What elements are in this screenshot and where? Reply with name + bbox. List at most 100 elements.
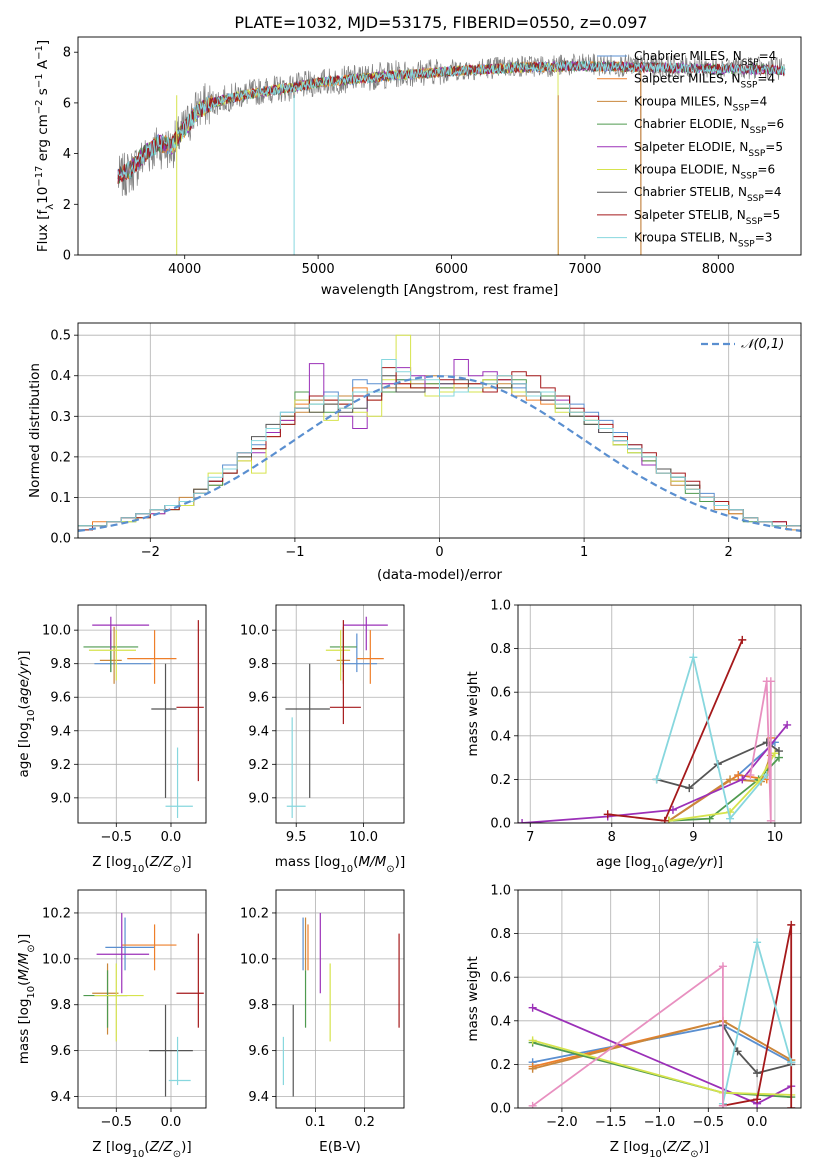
label-part: Z [log — [610, 1139, 649, 1155]
x-tick-label: 5000 — [302, 262, 335, 277]
y-tick-label: 9.0 — [248, 791, 269, 806]
plus-marker — [734, 771, 743, 780]
plot-area — [83, 616, 204, 818]
x-tick-label: 9.5 — [286, 830, 307, 845]
axes-frame — [77, 889, 207, 1109]
label-part: ( — [144, 854, 149, 870]
plot-area — [528, 920, 796, 1108]
plus-marker — [753, 938, 762, 947]
y-axis-label: mass [log10(M/M⊙)] — [16, 934, 37, 1064]
figure-title: PLATE=1032, MJD=53175, FIBERID=0550, z=0… — [234, 13, 647, 32]
y-tick-label: 10.0 — [240, 952, 269, 967]
x-axis-label: Z [log10(Z/Z⊙)] — [92, 854, 191, 875]
x-tick-label: −0.5 — [101, 830, 133, 845]
legend-label-text: Kroupa MILES, N — [634, 94, 733, 108]
x-axis-label: E(B-V) — [319, 1139, 361, 1155]
plot-area — [518, 635, 792, 823]
label-part: 10 — [26, 710, 37, 723]
label-part: ⊙ — [173, 1149, 181, 1160]
plus-marker — [528, 1003, 537, 1012]
y-tick-label: 9.0 — [50, 791, 71, 806]
y-tick-label: 10.0 — [240, 624, 269, 639]
plus-marker — [787, 1058, 796, 1067]
age-vs-metallicity-panel: −0.5 0.09.09.29.49.69.810.0Z [log10(Z/Z⊙)… — [16, 604, 207, 875]
plus-marker — [726, 814, 735, 823]
label-part: Z/Z — [149, 854, 174, 870]
x-axis-label: age [log10(age/yr)] — [596, 854, 723, 875]
y-tick-label: 9.8 — [50, 998, 71, 1013]
y-tick-label: 0.8 — [490, 642, 511, 657]
x-tick-label: 9 — [689, 830, 697, 845]
y-tick-label: 6 — [63, 96, 71, 111]
x-tick-label: 1 — [580, 545, 588, 560]
legend-label: Kroupa ELODIE, NSSP=6 — [634, 163, 775, 182]
label-part: Flux [f — [35, 209, 51, 253]
legend-label-text: Chabrier ELODIE, N — [634, 117, 750, 131]
legend-label-tail: =4 — [757, 72, 775, 86]
label-part: 10 — [132, 1149, 145, 1160]
plus-marker — [528, 1036, 537, 1045]
x-tick-label: 0.0 — [747, 1115, 768, 1130]
x-tick-label: −1.0 — [644, 1115, 676, 1130]
x-tick-label: −1.5 — [595, 1115, 627, 1130]
label-part: ⊙ — [690, 1149, 698, 1160]
legend-label-text: Chabrier MILES, N — [634, 49, 742, 63]
label-part: age/yr — [16, 660, 32, 705]
legend-label-text: Chabrier STELIB, N — [634, 185, 747, 199]
mass-weight-series — [722, 1024, 792, 1075]
plus-marker — [783, 720, 792, 729]
legend-label: Chabrier ELODIE, NSSP=6 — [634, 117, 784, 136]
x-axis-label: mass [log10(M/M⊙)] — [275, 854, 405, 875]
plus-marker — [753, 1095, 762, 1104]
axes-frame — [275, 889, 405, 1109]
x-tick-label: 0 — [435, 545, 443, 560]
mass-weight-series — [655, 653, 768, 821]
label-part: ⊙ — [173, 864, 181, 875]
axes-frame — [77, 322, 802, 539]
legend-label-tail: =4 — [764, 185, 782, 199]
label-part: ( — [144, 1139, 149, 1155]
label-part: Z [log — [92, 854, 131, 870]
residual-histogram-panel: −2 −1 0 1 2 0.0 0.1 0.2 0.3 0.4 0.5 (data-model)/er… — [27, 322, 802, 583]
label-part: ( — [662, 1139, 667, 1155]
label-part: 10 — [35, 187, 51, 204]
label-part: E(B-V) — [319, 1139, 361, 1155]
label-part: erg cm — [35, 114, 51, 165]
y-tick-label: 9.8 — [248, 998, 269, 1013]
y-axis-label: mass weight — [465, 956, 481, 1041]
legend-label-tail: =4 — [759, 49, 777, 63]
y-tick-label: 9.8 — [50, 657, 71, 672]
legend-label-sub: SSP — [750, 126, 767, 136]
plus-marker — [766, 677, 775, 686]
plus-marker — [652, 775, 661, 784]
y-tick-label: 0 — [63, 249, 71, 264]
label-part: ( — [664, 854, 669, 870]
y-tick-label: 9.8 — [248, 657, 269, 672]
axes-frame — [517, 604, 802, 824]
plot-area — [282, 912, 400, 1097]
mass-vs-metallicity-panel: −0.5 0.09.49.69.810.010.2Z [log10(Z/Z⊙)]m… — [16, 889, 207, 1160]
y-tick-label: 0.2 — [490, 1058, 511, 1073]
plus-marker — [762, 738, 771, 747]
normal-reference-curve — [78, 375, 801, 532]
mass-weight-series — [668, 752, 776, 822]
legend-label-sub: SSP — [741, 172, 758, 182]
y-tick-label: 9.2 — [50, 758, 71, 773]
label-part: )] — [181, 854, 192, 870]
plus-marker — [660, 816, 669, 823]
label-part: mass [log — [275, 854, 341, 870]
y-tick-label: 0.8 — [490, 927, 511, 942]
label-part: s — [35, 88, 51, 99]
axes-frame — [275, 604, 405, 824]
plus-marker — [770, 749, 779, 758]
y-tick-label: 1.0 — [490, 884, 511, 899]
x-tick-label: 0.0 — [161, 1115, 182, 1130]
y-tick-label: 0.6 — [490, 686, 511, 701]
plus-marker — [726, 775, 735, 784]
label-part: 10 — [340, 864, 353, 875]
label-part: 10 — [26, 986, 37, 999]
x-tick-label: 10.0 — [349, 830, 378, 845]
y-tick-label: 10.2 — [42, 906, 71, 921]
y-tick-label: 9.6 — [248, 1044, 269, 1059]
